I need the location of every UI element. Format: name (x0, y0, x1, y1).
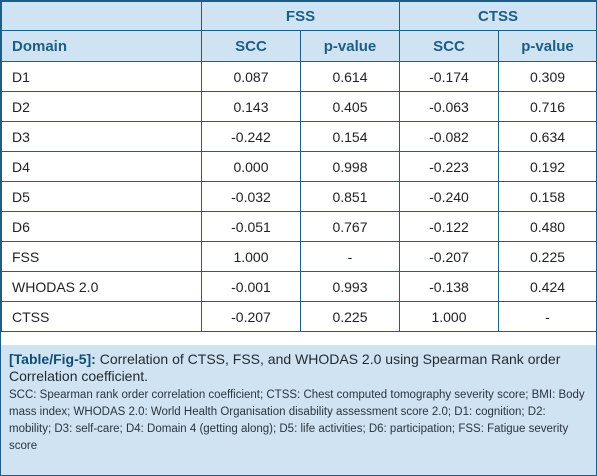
table-row: D4 0.000 0.998 -0.223 0.192 (1, 151, 597, 182)
caption-title-text: Correlation of CTSS, FSS, and WHODAS 2.0… (9, 351, 561, 384)
ctss-scc-cell: 1.000 (399, 301, 499, 332)
correlation-table: FSS CTSS Domain SCC p-value SCC p-value … (1, 1, 597, 332)
group-header-fss: FSS (201, 1, 400, 31)
header-fss-scc: SCC (201, 30, 301, 62)
header-ctss-pvalue: p-value (497, 30, 597, 62)
group-header-ctss: CTSS (398, 1, 597, 31)
ctss-pvalue-cell: 0.424 (497, 271, 597, 302)
row-domain-name: FSS (1, 241, 202, 272)
sub-header-row: Domain SCC p-value SCC p-value (1, 30, 597, 62)
group-header-row: FSS CTSS (1, 1, 597, 31)
table-row: WHODAS 2.0 -0.001 0.993 -0.138 0.424 (1, 271, 597, 302)
fss-pvalue-cell: 0.225 (300, 301, 400, 332)
fss-pvalue-cell: 0.154 (300, 121, 400, 152)
ctss-pvalue-cell: 0.225 (497, 241, 597, 272)
ctss-pvalue-cell: 0.158 (497, 181, 597, 212)
table-row: FSS 1.000- -0.207 0.225 (1, 241, 597, 272)
fss-scc-cell: 1.000 (201, 241, 301, 272)
caption-label: [Table/Fig-5]: (9, 351, 96, 367)
ctss-scc-cell: -0.082 (399, 121, 499, 152)
header-fss-pvalue: p-value (300, 30, 400, 62)
row-domain-name: WHODAS 2.0 (1, 271, 202, 302)
fss-pvalue-cell: - (300, 241, 400, 272)
fss-pvalue-cell: 0.998 (300, 151, 400, 182)
table-row: D3 -0.242 0.154 -0.082 0.634 (1, 121, 597, 152)
caption-abbreviations: SCC: Spearman rank order correlation coe… (9, 389, 585, 452)
fss-scc-cell: -0.032 (201, 181, 301, 212)
ctss-scc-cell: -0.138 (399, 271, 499, 302)
ctss-pvalue-cell: 0.716 (497, 91, 597, 122)
ctss-scc-cell: -0.122 (399, 211, 499, 242)
fss-scc-cell: -0.242 (201, 121, 301, 152)
fss-scc-cell: -0.001 (201, 271, 301, 302)
fss-scc-cell: 0.143 (201, 91, 301, 122)
ctss-pvalue-cell: - (497, 301, 597, 332)
fss-pvalue-cell: 0.993 (300, 271, 400, 302)
caption-title: [Table/Fig-5]: Correlation of CTSS, FSS,… (9, 351, 588, 385)
ctss-pvalue-cell: 0.309 (497, 61, 597, 92)
table-row: D6 -0.051 0.767 -0.122 0.480 (1, 211, 597, 242)
fss-pvalue-cell: 0.405 (300, 91, 400, 122)
ctss-scc-cell: -0.223 (399, 151, 499, 182)
fss-pvalue-cell: 0.614 (300, 61, 400, 92)
row-domain-name: D3 (1, 121, 202, 152)
fss-pvalue-cell: 0.767 (300, 211, 400, 242)
table-row: D1 0.087 0.614 -0.174 0.309 (1, 61, 597, 92)
table-row: CTSS -0.207 0.225 1.000- (1, 301, 597, 332)
ctss-scc-cell: -0.174 (399, 61, 499, 92)
ctss-pvalue-cell: 0.634 (497, 121, 597, 152)
corner-cell (1, 1, 202, 31)
fss-scc-cell: 0.000 (201, 151, 301, 182)
row-domain-name: D2 (1, 91, 202, 122)
fss-scc-cell: -0.207 (201, 301, 301, 332)
row-domain-name: CTSS (1, 301, 202, 332)
table-row: D5 -0.032 0.851 -0.240 0.158 (1, 181, 597, 212)
ctss-scc-cell: -0.240 (399, 181, 499, 212)
header-ctss-scc: SCC (399, 30, 499, 62)
domain-header: Domain (1, 30, 202, 62)
ctss-pvalue-cell: 0.192 (497, 151, 597, 182)
row-domain-name: D4 (1, 151, 202, 182)
fss-pvalue-cell: 0.851 (300, 181, 400, 212)
ctss-scc-cell: -0.207 (399, 241, 499, 272)
row-domain-name: D6 (1, 211, 202, 242)
fss-scc-cell: 0.087 (201, 61, 301, 92)
ctss-scc-cell: -0.063 (399, 91, 499, 122)
fss-scc-cell: -0.051 (201, 211, 301, 242)
row-domain-name: D1 (1, 61, 202, 92)
table-row: D2 0.143 0.405 -0.063 0.716 (1, 91, 597, 122)
table-caption: [Table/Fig-5]: Correlation of CTSS, FSS,… (1, 345, 596, 475)
ctss-pvalue-cell: 0.480 (497, 211, 597, 242)
row-domain-name: D5 (1, 181, 202, 212)
